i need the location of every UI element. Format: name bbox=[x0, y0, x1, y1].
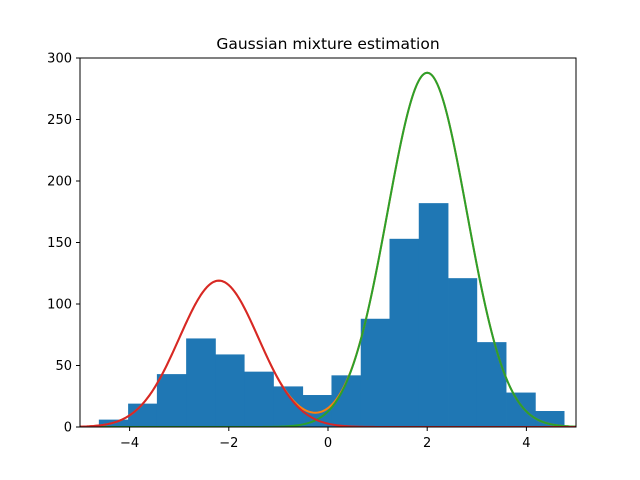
histogram-bar-16 bbox=[535, 411, 565, 427]
y-tick-label: 250 bbox=[47, 113, 72, 128]
histogram-bar-14 bbox=[476, 342, 507, 427]
y-tick-label: 300 bbox=[47, 52, 72, 67]
x-tick-label: −2 bbox=[219, 436, 238, 451]
histogram-bar-15 bbox=[506, 392, 536, 427]
histogram-bar-13 bbox=[448, 278, 478, 427]
histogram-bar-3 bbox=[156, 374, 187, 427]
y-tick-label: 50 bbox=[55, 359, 72, 374]
component-curve-d62728 bbox=[80, 279, 576, 427]
y-tick-label: 200 bbox=[47, 175, 72, 190]
x-tick-label: −4 bbox=[120, 436, 139, 451]
histogram-bar-11 bbox=[389, 238, 420, 427]
histogram-bar-2 bbox=[128, 403, 158, 427]
x-tick-label: 2 bbox=[423, 436, 431, 451]
histogram-bar-6 bbox=[244, 371, 274, 427]
y-tick-label: 100 bbox=[47, 298, 72, 313]
component-curve-2ca02c bbox=[80, 71, 576, 427]
chart-title: Gaussian mixture estimation bbox=[216, 35, 439, 53]
x-tick-label: 4 bbox=[522, 436, 530, 451]
histogram-bar-5 bbox=[215, 354, 245, 427]
y-tick-label: 0 bbox=[64, 421, 72, 436]
histogram-bar-10 bbox=[360, 318, 390, 427]
histogram-bar-4 bbox=[186, 338, 216, 427]
x-tick-label: 0 bbox=[324, 436, 332, 451]
histogram-bar-12 bbox=[418, 203, 449, 427]
plot-area: −4 −2 0 2 4 0 50 100 150 200 250 300 bbox=[47, 52, 577, 451]
y-tick-label: 150 bbox=[47, 236, 72, 251]
